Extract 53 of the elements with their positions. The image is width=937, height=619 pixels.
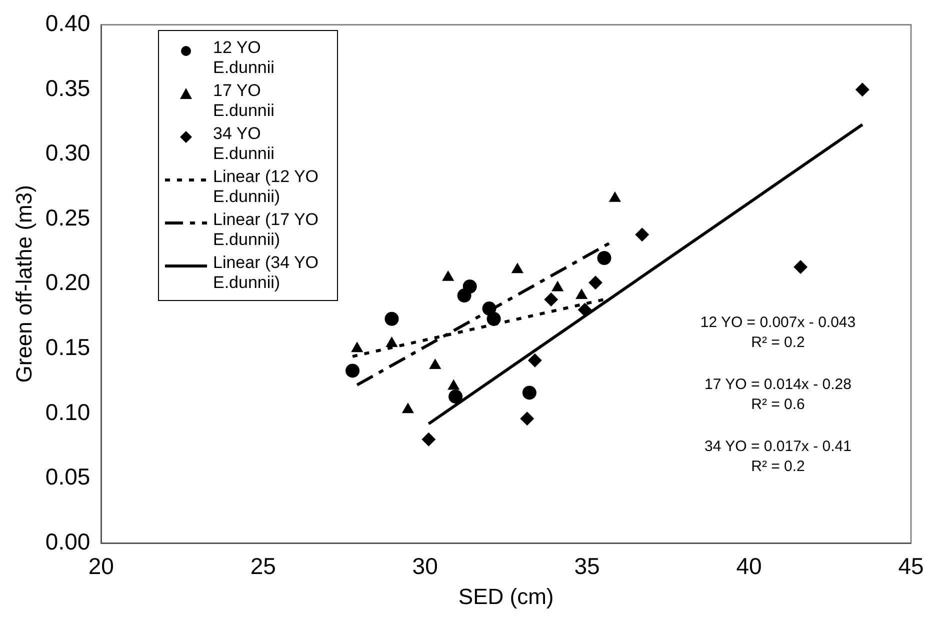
point (597, 250, 612, 265)
x-tick-label: 35 (574, 553, 600, 580)
annotation: 12 YO = 0.007x - 0.043 (699, 313, 857, 333)
y-tick-label: 0.20 (45, 269, 90, 296)
point (384, 312, 399, 326)
point (486, 312, 501, 326)
annotation: 17 YO = 0.014x - 0.28 (704, 375, 852, 395)
point (402, 402, 414, 414)
point (351, 342, 364, 352)
point (346, 364, 360, 378)
annotation: R² = 0.2 (750, 457, 806, 477)
point (855, 82, 870, 97)
point (448, 390, 463, 404)
point (457, 288, 472, 303)
point (552, 280, 564, 292)
point (635, 228, 650, 242)
point (544, 292, 558, 306)
annotation: R² = 0.2 (750, 333, 806, 353)
point (482, 302, 496, 316)
x-tick-label: 45 (898, 553, 924, 580)
y-tick-label: 0.40 (45, 10, 90, 36)
y-tick-label: 0.05 (45, 464, 90, 490)
annotation: 34 YO = 0.017x - 0.41 (704, 437, 852, 457)
point (422, 432, 436, 446)
x-tick-label: 30 (412, 553, 438, 580)
point (522, 386, 536, 400)
y-tick-label: 0.25 (45, 204, 90, 230)
x-tick-label: 25 (250, 553, 276, 580)
y-tick-label: 0.00 (45, 528, 90, 554)
x-tick-label: 40 (736, 553, 762, 580)
y-tick-label: 0.15 (45, 334, 90, 360)
legend-label: 34 YO E.dunnii (213, 124, 276, 164)
x-axis-title: SED (cm) (458, 584, 554, 609)
point (448, 379, 460, 390)
legend-label: 12 YO E.dunnii (213, 38, 276, 78)
legend-label: 17 YO E.dunnii (213, 81, 276, 121)
point (511, 262, 524, 274)
y-tick-label: 0.35 (45, 74, 90, 101)
annotation: R² = 0.6 (750, 395, 806, 415)
point (578, 302, 592, 317)
legend-label: Linear (17 YO E.dunnii) (213, 210, 320, 250)
point (588, 276, 602, 290)
point (429, 358, 442, 370)
point (794, 260, 808, 274)
point (528, 353, 542, 368)
y-axis-title: Green off-lathe (m3) (11, 185, 36, 383)
legend-label: Linear (34 YO E.dunnii) (213, 253, 320, 293)
y-tick-label: 0.30 (45, 140, 90, 166)
x-tick-label: 20 (88, 553, 114, 580)
point (575, 288, 588, 300)
y-tick-label: 0.10 (45, 398, 90, 425)
legend-label: Linear (12 YO E.dunnii) (213, 167, 320, 207)
point (520, 412, 534, 426)
